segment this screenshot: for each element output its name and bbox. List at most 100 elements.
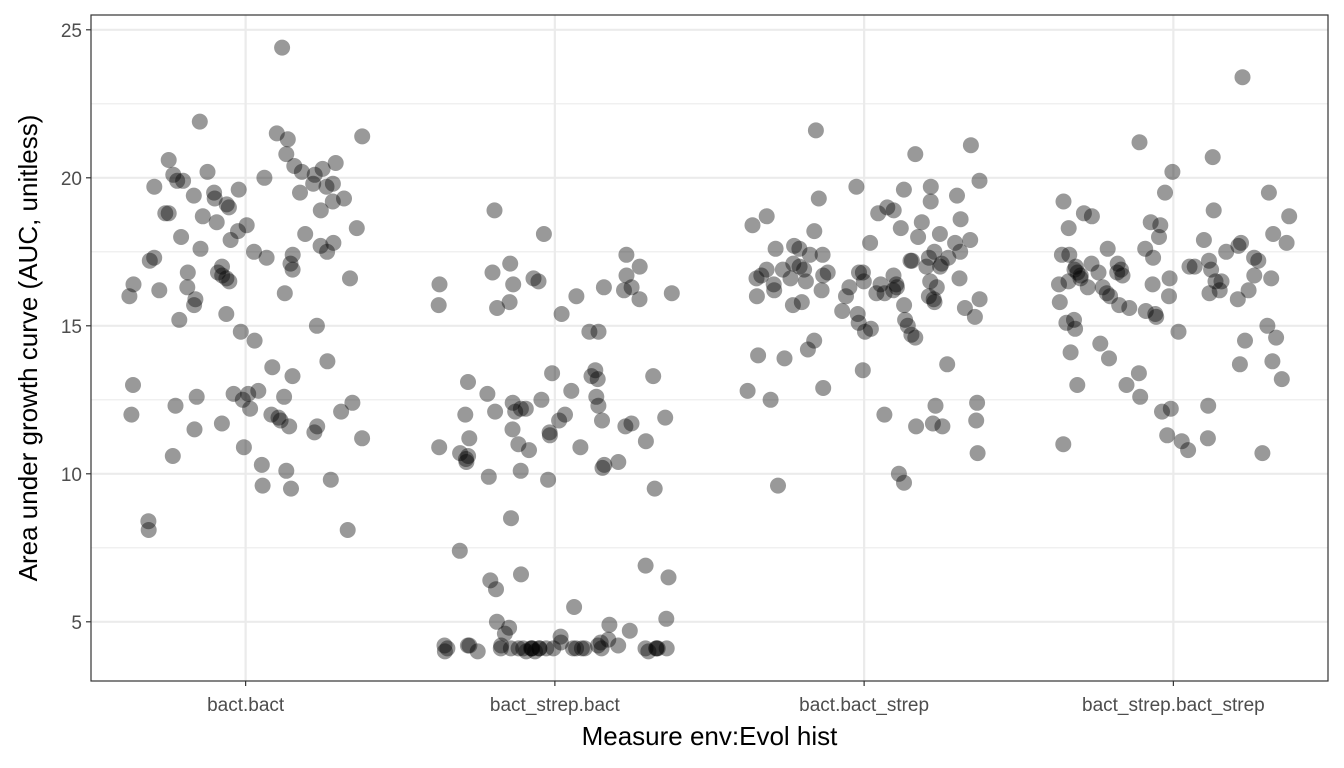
data-point <box>185 187 202 204</box>
data-point <box>125 377 141 393</box>
data-point <box>908 418 925 435</box>
data-point <box>504 394 521 411</box>
data-point <box>551 412 568 429</box>
data-point <box>588 388 605 405</box>
data-point <box>1195 232 1212 248</box>
data-point <box>286 158 303 174</box>
data-point <box>533 391 550 408</box>
data-point <box>565 640 581 657</box>
data-point <box>283 480 299 497</box>
data-point <box>281 418 298 435</box>
data-point <box>623 279 640 296</box>
data-point <box>213 415 230 432</box>
data-point <box>594 459 611 476</box>
data-point <box>1218 243 1235 260</box>
data-point <box>660 569 677 586</box>
data-point <box>1069 377 1086 393</box>
data-point <box>146 178 163 195</box>
data-point <box>854 264 871 281</box>
data-point <box>895 181 912 198</box>
y-tick-label: 5 <box>71 613 82 634</box>
data-point <box>956 300 973 316</box>
data-point <box>164 448 181 464</box>
data-point <box>913 214 930 231</box>
data-point <box>1083 208 1100 225</box>
data-point <box>645 368 662 385</box>
data-point <box>806 332 823 349</box>
data-point <box>1273 371 1290 388</box>
data-point <box>1246 249 1263 266</box>
data-point <box>637 640 654 657</box>
data-point <box>819 264 836 281</box>
data-point <box>125 276 142 293</box>
data-point <box>924 415 941 432</box>
data-point <box>246 243 262 260</box>
data-point <box>648 640 665 657</box>
data-point <box>590 637 606 654</box>
data-point <box>552 634 569 651</box>
data-point <box>513 566 529 583</box>
data-point <box>282 255 299 272</box>
data-point <box>1164 163 1181 180</box>
data-point <box>593 640 610 657</box>
data-point <box>952 211 969 228</box>
data-point <box>175 172 192 189</box>
data-point <box>767 240 784 257</box>
data-point <box>169 172 186 189</box>
data-point <box>784 297 801 314</box>
data-point <box>234 391 251 408</box>
data-point <box>918 258 935 275</box>
x-tick-label: bact.bact <box>207 695 285 716</box>
data-point <box>342 270 358 287</box>
data-point <box>1246 267 1263 284</box>
data-point <box>524 640 541 657</box>
data-point <box>1118 377 1135 393</box>
data-point <box>140 513 157 530</box>
data-point <box>1137 303 1154 319</box>
data-point <box>1260 184 1277 201</box>
data-point <box>469 643 486 660</box>
data-point <box>910 229 927 245</box>
data-point <box>581 323 598 340</box>
data-point <box>572 439 589 456</box>
data-point <box>1281 208 1298 225</box>
data-point <box>926 294 943 311</box>
data-point <box>813 282 830 299</box>
data-point <box>230 181 247 198</box>
data-point <box>151 282 168 299</box>
data-point <box>1268 329 1285 346</box>
data-point <box>799 341 816 358</box>
data-point <box>814 246 831 263</box>
data-point <box>452 445 469 462</box>
data-point <box>806 223 823 240</box>
y-tick-label: 10 <box>61 465 82 486</box>
data-point <box>458 454 475 470</box>
data-point <box>1151 229 1167 245</box>
data-point <box>1203 261 1220 278</box>
data-point <box>857 323 873 340</box>
data-point <box>907 146 924 163</box>
data-point <box>199 163 216 180</box>
data-point <box>123 406 140 423</box>
data-point <box>770 477 786 494</box>
data-point <box>926 243 943 260</box>
data-point <box>1230 237 1247 254</box>
data-point <box>242 400 259 417</box>
data-point <box>1207 273 1224 290</box>
data-point <box>240 385 257 402</box>
data-point <box>482 572 499 589</box>
data-point <box>1213 273 1230 290</box>
data-point <box>512 400 529 417</box>
data-point <box>879 199 896 216</box>
data-point <box>922 178 939 195</box>
x-tick-label: bact_strep.bact <box>490 695 621 716</box>
data-point <box>206 190 223 207</box>
data-point <box>876 406 893 423</box>
data-point <box>531 640 548 657</box>
data-point <box>270 409 287 426</box>
data-point <box>278 462 295 479</box>
data-point <box>1181 258 1198 275</box>
data-point <box>890 465 907 482</box>
data-point <box>971 172 988 189</box>
data-point <box>187 291 204 308</box>
